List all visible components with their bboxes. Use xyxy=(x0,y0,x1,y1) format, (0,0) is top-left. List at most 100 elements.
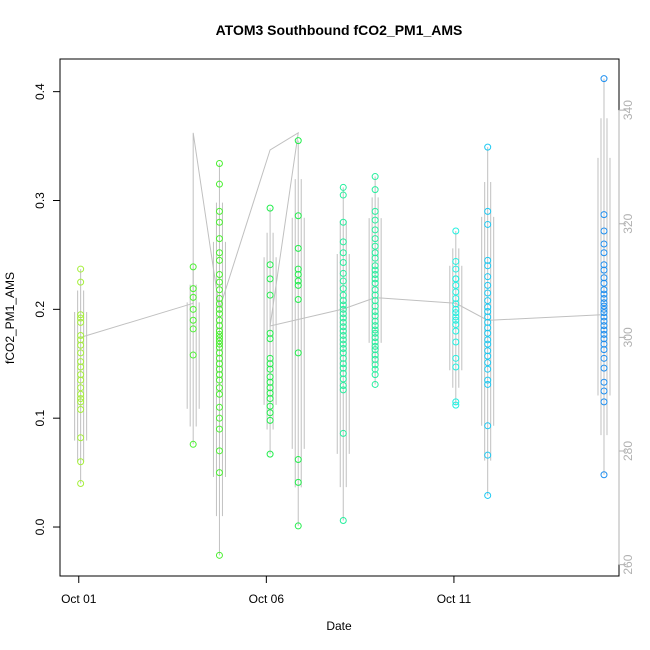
data-point xyxy=(484,380,492,388)
data-point xyxy=(215,159,223,167)
y2-tick-label: 300 xyxy=(621,327,635,347)
data-point xyxy=(371,235,379,243)
data-point xyxy=(294,522,302,530)
data-point xyxy=(371,342,379,350)
data-point xyxy=(452,338,460,346)
data-point xyxy=(266,378,274,386)
data-point xyxy=(215,249,223,257)
data-point xyxy=(266,291,274,299)
data-point xyxy=(600,471,608,479)
data-point xyxy=(371,302,379,310)
data-point xyxy=(371,317,379,325)
data-point xyxy=(339,323,347,331)
data-point xyxy=(484,256,492,264)
data-point xyxy=(339,238,347,246)
data-point xyxy=(215,551,223,559)
data-point xyxy=(484,143,492,151)
data-point xyxy=(371,355,379,363)
data-point xyxy=(371,249,379,257)
data-point xyxy=(452,398,460,406)
y-tick-label: 0.1 xyxy=(33,410,47,427)
data-point xyxy=(484,207,492,215)
data-point xyxy=(371,297,379,305)
data-point xyxy=(339,297,347,305)
data-point xyxy=(215,447,223,455)
data-point xyxy=(600,326,608,334)
data-point xyxy=(339,349,347,357)
data-point xyxy=(371,371,379,379)
data-point xyxy=(339,429,347,437)
data-point xyxy=(77,358,85,366)
axes: Oct 01 Oct 06 Oct 11 0.0 0.1 0.2 0.3 0.4 260 280 3… xyxy=(33,83,635,606)
data-point xyxy=(371,186,379,194)
data-point xyxy=(266,261,274,269)
data-point xyxy=(215,310,223,318)
data-point xyxy=(77,405,85,413)
data-point xyxy=(215,425,223,433)
data-point xyxy=(215,207,223,215)
data-point xyxy=(484,347,492,355)
data-point xyxy=(600,354,608,362)
data-point xyxy=(189,325,197,333)
data-point xyxy=(339,191,347,199)
data-point xyxy=(294,349,302,357)
x-tick-label: Oct 01 xyxy=(61,592,97,606)
x-tick-label: Oct 06 xyxy=(249,592,285,606)
data-point xyxy=(452,313,460,321)
data-point xyxy=(484,340,492,348)
data-point xyxy=(339,516,347,524)
data-point xyxy=(600,286,608,294)
data-point xyxy=(371,226,379,234)
data-point xyxy=(266,365,274,373)
data-point xyxy=(600,364,608,372)
x-tick-label: Oct 11 xyxy=(437,592,472,606)
data-point xyxy=(600,290,608,298)
data-point xyxy=(215,469,223,477)
data-point xyxy=(371,173,379,181)
series-points xyxy=(77,75,608,559)
data-point xyxy=(339,269,347,277)
data-point xyxy=(339,336,347,344)
data-point xyxy=(484,303,492,311)
data-point xyxy=(266,275,274,283)
data-point xyxy=(484,273,492,281)
data-point xyxy=(339,218,347,226)
data-point xyxy=(294,137,302,145)
data-point xyxy=(189,351,197,359)
data-point xyxy=(484,329,492,337)
data-point xyxy=(189,293,197,301)
data-point xyxy=(77,434,85,442)
data-point xyxy=(600,249,608,257)
data-point xyxy=(371,312,379,320)
data-point xyxy=(294,244,302,252)
data-point xyxy=(371,338,379,346)
data-point xyxy=(484,422,492,430)
data-point xyxy=(339,285,347,293)
data-point xyxy=(371,266,379,274)
data-point xyxy=(215,316,223,324)
data-point xyxy=(371,286,379,294)
data-point xyxy=(339,305,347,313)
data-point xyxy=(215,384,223,392)
data-point xyxy=(452,275,460,283)
data-point xyxy=(339,354,347,362)
data-point xyxy=(215,305,223,313)
data-point xyxy=(600,266,608,274)
data-point xyxy=(600,227,608,235)
data-point xyxy=(452,288,460,296)
y2-tick-label: 320 xyxy=(621,213,635,233)
data-point xyxy=(371,346,379,354)
data-point xyxy=(77,331,85,339)
data-point xyxy=(371,361,379,369)
plot-frame xyxy=(59,58,620,577)
data-point xyxy=(339,375,347,383)
data-point xyxy=(452,257,460,265)
data-point xyxy=(215,343,223,351)
data-point xyxy=(215,349,223,357)
data-point xyxy=(339,340,347,348)
data-point xyxy=(484,289,492,297)
data-point xyxy=(600,302,608,310)
data-point xyxy=(77,479,85,487)
data-point xyxy=(294,456,302,464)
data-point xyxy=(339,327,347,335)
